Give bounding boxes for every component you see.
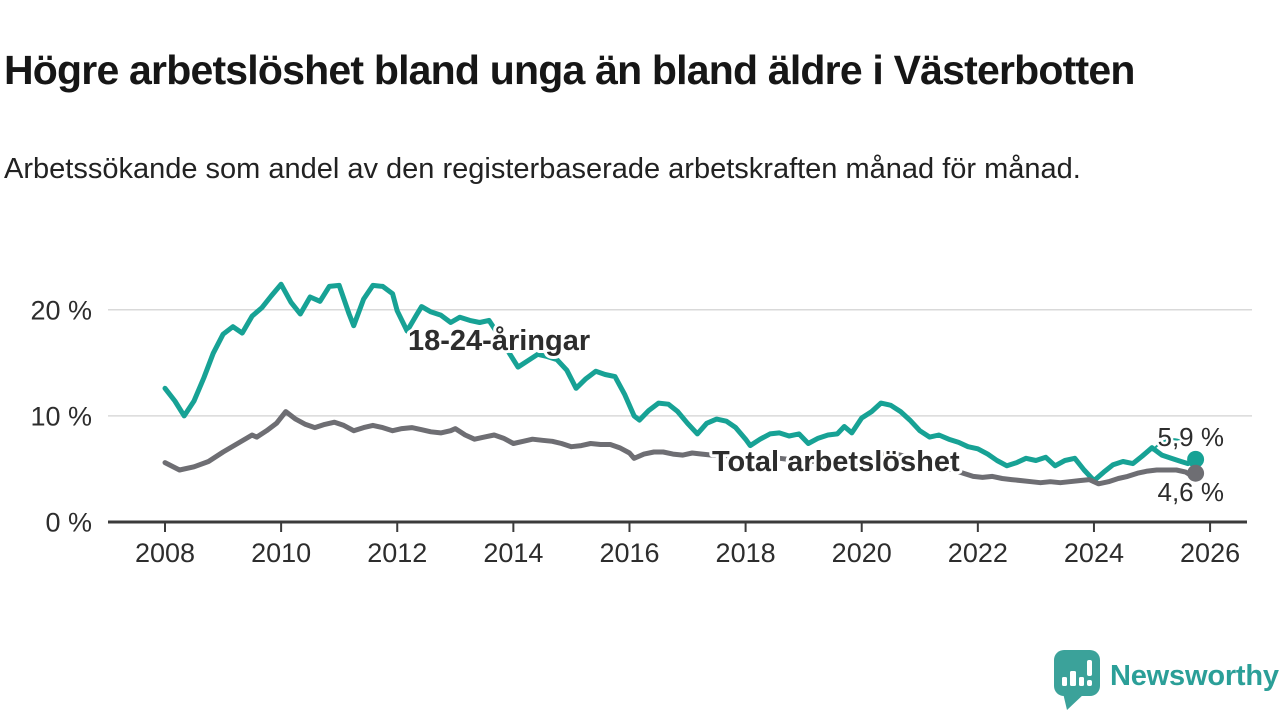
leader-line-young bbox=[1151, 438, 1191, 452]
y-tick-label-10: 10 % bbox=[30, 401, 92, 431]
newsworthy-brand-text: Newsworthy bbox=[1110, 660, 1279, 692]
x-tick-label-2012: 2012 bbox=[367, 538, 427, 568]
x-tick-label-2010: 2010 bbox=[251, 538, 311, 568]
value-label-young: 5,9 % bbox=[1158, 422, 1225, 452]
series-line-young bbox=[162, 281, 1199, 484]
end-dot-young bbox=[1187, 450, 1205, 468]
x-tick-label-2022: 2022 bbox=[948, 538, 1008, 568]
chart-title: Högre arbetslöshet bland unga än bland ä… bbox=[4, 47, 1135, 94]
newsworthy-bubble-chart-icon bbox=[1054, 650, 1100, 710]
x-tick-label-2016: 2016 bbox=[599, 538, 659, 568]
series-label-total: Total arbetslöshet bbox=[712, 446, 960, 478]
y-tick-label-0: 0 % bbox=[45, 508, 92, 538]
series-line-total bbox=[162, 409, 1199, 487]
newsworthy-logo: Newsworthy bbox=[1054, 648, 1279, 712]
x-tick-label-2014: 2014 bbox=[483, 538, 543, 568]
value-label-total: 4,6 % bbox=[1158, 477, 1225, 507]
x-tick-label-2018: 2018 bbox=[716, 538, 776, 568]
x-tick-label-2026: 2026 bbox=[1180, 538, 1240, 568]
end-dot-total bbox=[1187, 464, 1205, 482]
chart-subtitle: Arbetssökande som andel av den registerb… bbox=[4, 153, 1081, 185]
series-label-young: 18-24-åringar bbox=[408, 325, 590, 357]
x-tick-label-2020: 2020 bbox=[832, 538, 892, 568]
x-tick-label-2024: 2024 bbox=[1064, 538, 1124, 568]
x-tick-label-2008: 2008 bbox=[135, 538, 195, 568]
y-tick-label-20: 20 % bbox=[30, 295, 92, 325]
